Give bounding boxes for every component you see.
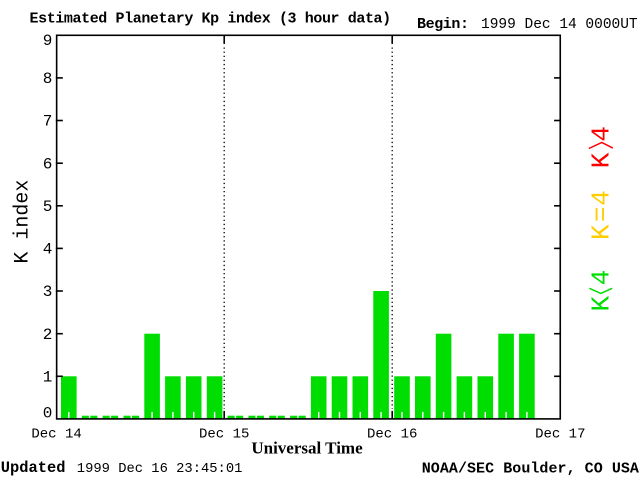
svg-text:5: 5: [43, 198, 53, 216]
svg-text:K: K: [587, 224, 617, 240]
svg-text:Dec 14: Dec 14: [31, 427, 81, 443]
svg-text:4: 4: [587, 126, 617, 142]
svg-text:6: 6: [43, 155, 53, 173]
svg-text:7: 7: [43, 113, 53, 131]
svg-text:3: 3: [43, 283, 53, 301]
svg-text:Dec 17: Dec 17: [535, 427, 585, 443]
svg-text:Dec 16: Dec 16: [367, 427, 417, 443]
svg-text:4: 4: [43, 241, 53, 259]
svg-text:Begin:: Begin:: [417, 16, 469, 33]
svg-text:9: 9: [43, 32, 53, 50]
svg-text:1: 1: [43, 368, 53, 386]
svg-text:K: K: [587, 152, 617, 168]
svg-text:1999 Dec 16 23:45:01: 1999 Dec 16 23:45:01: [77, 462, 243, 477]
svg-text:0: 0: [43, 404, 53, 422]
svg-text:=: =: [587, 207, 617, 223]
svg-text:4: 4: [587, 270, 617, 286]
svg-text:K index: K index: [12, 180, 35, 264]
svg-text:8: 8: [43, 70, 53, 88]
svg-text:K: K: [587, 296, 617, 312]
svg-text:1999 Dec 14 0000UT: 1999 Dec 14 0000UT: [481, 17, 638, 33]
svg-text:4: 4: [587, 190, 617, 206]
svg-text:Dec 15: Dec 15: [199, 427, 249, 443]
svg-text:2: 2: [43, 326, 53, 344]
svg-text:Universal Time: Universal Time: [251, 439, 363, 458]
svg-text:Updated: Updated: [1, 459, 66, 477]
svg-text:NOAA/SEC Boulder, CO USA: NOAA/SEC Boulder, CO USA: [422, 461, 639, 478]
svg-text:Estimated Planetary Kp index (: Estimated Planetary Kp index (3 hour dat…: [30, 11, 391, 28]
